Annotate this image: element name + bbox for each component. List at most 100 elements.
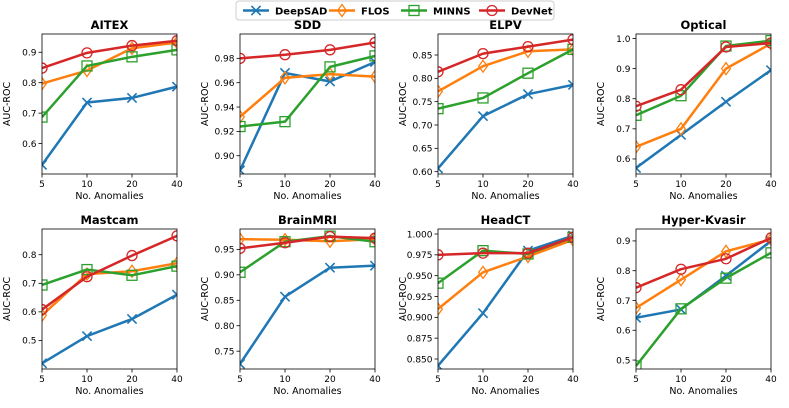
y-tick-label: 1.0	[616, 35, 631, 45]
chart-mastcam: Mastcam AUC-ROC No. Anomalies 0.5 0.6 0.7 0.8 5…	[2, 213, 183, 397]
data-point-minns	[126, 51, 138, 63]
data-point-devnet	[171, 35, 177, 47]
x-tick-label: 10	[279, 180, 291, 190]
y-axis-label: AUC-ROC	[200, 82, 211, 127]
data-point-flos	[477, 265, 489, 280]
data-point-minns	[720, 272, 732, 284]
x-axis-label: No. Anomalies	[75, 386, 143, 397]
chart-aitex: AITEX AUC-ROC No. Anomalies 0.6 0.7 0.8 0.9 5 10…	[2, 18, 183, 202]
x-tick-label: 20	[126, 180, 138, 190]
chart-title: Mastcam	[80, 213, 138, 227]
data-point-devnet	[765, 232, 771, 244]
x-tick-label: 10	[477, 375, 489, 385]
series-line-devnet	[42, 234, 177, 311]
chart-title: AITEX	[91, 18, 129, 32]
data-point-flos	[675, 272, 687, 287]
y-tick-label: 0.875	[407, 334, 433, 344]
x-tick-label: 20	[720, 180, 732, 190]
series-group	[240, 230, 375, 369]
chart-optical: Optical AUC-ROC No. Anomalies 0.6 0.7 0.8 0.9 1…	[596, 18, 777, 202]
data-point-deepsad	[240, 165, 246, 174]
series-line-minns	[240, 54, 375, 128]
data-point-deepsad	[324, 262, 336, 273]
data-point-deepsad	[636, 312, 642, 323]
data-point-flos	[720, 61, 732, 76]
chart-title: HeadCT	[481, 213, 531, 227]
data-point-minns	[675, 303, 687, 315]
y-tick-label: 0.5	[616, 356, 630, 366]
y-tick-label: 0.7	[22, 280, 36, 290]
series-line-devnet	[438, 38, 573, 73]
data-point-minns	[636, 109, 642, 121]
data-point-flos	[567, 42, 573, 57]
x-tick-label: 20	[522, 375, 534, 385]
series-line-devnet	[240, 41, 375, 60]
x-tick-label: 10	[279, 375, 291, 385]
y-tick-label: 0.9	[616, 65, 631, 75]
data-point-flos	[438, 84, 444, 99]
plot-frame	[239, 228, 376, 370]
legend-label-deepsad: DeepSAD	[275, 6, 327, 17]
data-point-flos	[279, 70, 291, 85]
chart-title: ELPV	[489, 18, 522, 32]
data-point-deepsad	[324, 76, 336, 87]
x-tick-label: 20	[324, 180, 336, 190]
x-tick-label: 20	[522, 180, 534, 190]
x-axis-label: No. Anomalies	[669, 386, 737, 397]
data-point-devnet	[636, 282, 642, 294]
data-point-deepsad	[477, 110, 489, 122]
y-axis-label: AUC-ROC	[596, 82, 607, 127]
legend-label-devnet: DevNet	[511, 6, 553, 17]
y-tick-label: 0.92	[214, 128, 234, 138]
series-line-devnet	[240, 235, 375, 250]
chart-sdd: SDD AUC-ROC No. Anomalies 0.90 0.92 0.94 0.96 0…	[200, 18, 381, 202]
data-point-deepsad	[126, 92, 138, 104]
x-axis-label: No. Anomalies	[669, 191, 737, 202]
data-point-devnet	[567, 231, 573, 243]
data-point-devnet	[675, 263, 687, 275]
y-axis-label: AUC-ROC	[398, 82, 409, 127]
y-tick-label: 0.90	[214, 152, 234, 162]
x-tick-label: 40	[765, 375, 777, 385]
y-tick-label: 0.7	[616, 125, 630, 135]
y-tick-label: 0.925	[407, 293, 433, 303]
y-tick-label: 0.65	[412, 145, 432, 155]
legend-marker-flos	[336, 3, 348, 18]
data-point-minns	[279, 116, 291, 128]
data-point-deepsad	[636, 162, 642, 174]
data-point-deepsad	[567, 79, 573, 91]
plot-frame	[635, 33, 772, 175]
x-tick-label: 5	[435, 375, 441, 385]
series-line-minns	[42, 264, 177, 287]
series-group	[42, 230, 177, 369]
data-point-deepsad	[171, 81, 177, 92]
series-line-deepsad	[438, 83, 573, 170]
series-group	[42, 35, 177, 171]
chart-title: BrainMRI	[278, 213, 337, 227]
data-point-minns	[81, 263, 93, 276]
data-point-deepsad	[240, 358, 246, 369]
series-line-deepsad	[438, 234, 573, 367]
data-point-flos	[369, 69, 375, 84]
y-axis-label: AUC-ROC	[2, 277, 13, 322]
y-tick-label: 0.900	[407, 314, 433, 324]
x-axis-label: No. Anomalies	[273, 191, 341, 202]
x-tick-label: 20	[720, 375, 732, 385]
series-line-flos	[42, 41, 177, 85]
data-point-devnet	[81, 271, 93, 283]
data-point-devnet	[42, 303, 48, 316]
x-tick-label: 10	[477, 180, 489, 190]
data-point-devnet	[240, 242, 246, 254]
y-tick-label: 0.95	[214, 246, 234, 256]
y-tick-label: 0.8	[616, 267, 631, 277]
x-tick-label: 5	[435, 180, 441, 190]
data-point-minns	[171, 44, 177, 56]
y-tick-label: 0.98	[214, 55, 234, 65]
y-tick-label: 0.75	[412, 98, 432, 108]
y-tick-label: 0.70	[412, 121, 432, 131]
data-point-minns	[369, 50, 375, 62]
series-group	[636, 34, 771, 174]
legend-box	[235, 0, 555, 21]
x-tick-label: 40	[171, 375, 183, 385]
x-tick-label: 40	[369, 375, 381, 385]
